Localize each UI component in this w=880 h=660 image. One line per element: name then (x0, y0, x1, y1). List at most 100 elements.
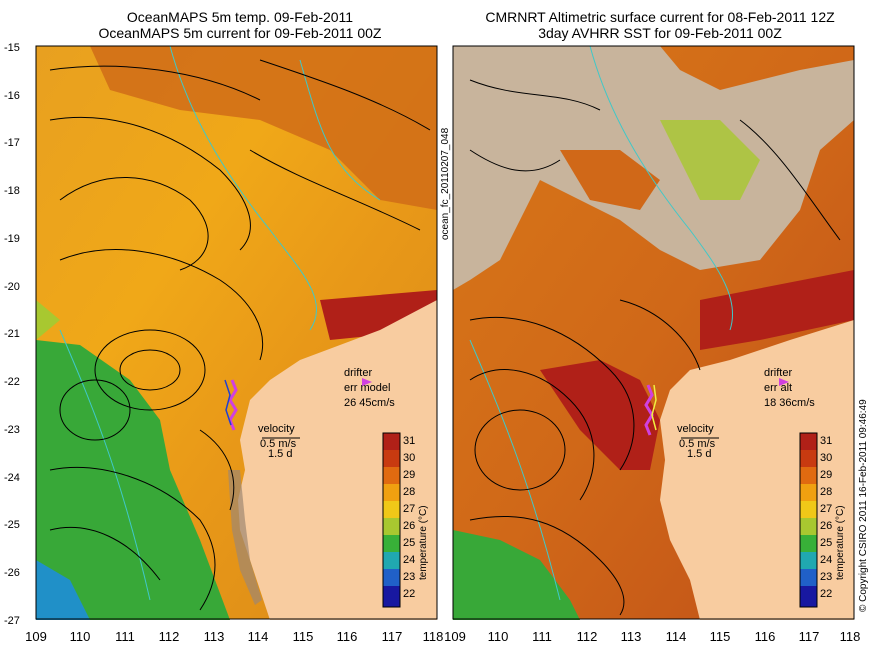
copyright-label: © Copyright CSIRO 2011 16-Feb-2011 09:46… (858, 399, 869, 612)
right-colorbar: 31 30 29 28 27 26 25 24 23 22 temperatur… (799, 432, 846, 608)
left-cool-water (36, 340, 230, 620)
right-velocity-scale: 0.5 m/s (679, 438, 716, 450)
colorbar-cell (383, 569, 400, 586)
right-hot-current (540, 360, 660, 470)
x-tick-right: 117 (799, 629, 820, 644)
left-velocity-time: 1.5 d (268, 448, 292, 460)
right-isobath-2 (469, 339, 561, 601)
left-drifter-label: drifter (344, 367, 372, 379)
right-green-patch (660, 120, 760, 200)
y-tick-left: -23 (4, 424, 20, 436)
y-tick-left: -17 (4, 137, 20, 149)
colorbar-tick: 22 (403, 588, 415, 600)
right-cloud-mask (453, 46, 854, 290)
right-err-label: err alt (764, 382, 792, 394)
x-tick-right: 116 (755, 629, 776, 644)
right-map (452, 45, 855, 620)
x-tick-left: 109 (25, 629, 47, 644)
colorbar-tick: 23 (403, 571, 415, 583)
x-tick-left: 111 (115, 629, 135, 644)
colorbar-cell (383, 586, 400, 607)
colorbar-cell (800, 552, 817, 569)
right-drifter-alt-track (651, 384, 657, 431)
colorbar-cell (800, 518, 817, 535)
x-tick-right: 109 (444, 629, 466, 644)
right-isobath-1 (589, 45, 734, 331)
left-current-streamlines (49, 59, 431, 611)
y-tick-left: -18 (4, 185, 20, 197)
y-tick-left: -20 (4, 281, 20, 293)
right-map-title: CMRNRT Altimetric surface current for 08… (450, 9, 870, 41)
left-velocity-scale: 0.5 m/s (260, 438, 297, 450)
right-title-line2: 3day AVHRR SST for 09-Feb-2011 00Z (538, 25, 782, 41)
left-err-label: err model (344, 382, 390, 394)
x-tick-right: 118 (840, 629, 861, 644)
colorbar-tick: 31 (403, 435, 415, 447)
colorbar-cell (800, 433, 817, 450)
left-map-frame (35, 45, 438, 620)
colorbar-cell (800, 501, 817, 518)
x-tick-left: 117 (382, 629, 403, 644)
y-tick-left: -27 (4, 615, 20, 627)
colorbar-cell (383, 484, 400, 501)
right-warm-patch (560, 150, 660, 210)
x-tick-right: 115 (710, 629, 731, 644)
left-drifter-model-track (224, 379, 232, 426)
x-tick-left: 113 (204, 629, 225, 644)
colorbar-frame (382, 432, 401, 608)
left-title-line1: OceanMAPS 5m temp. 09-Feb-2011 (126, 9, 354, 25)
colorbar-cell (383, 450, 400, 467)
x-tick-right: 112 (577, 629, 598, 644)
right-drifter-label: drifter (764, 367, 792, 379)
y-tick-left: -16 (4, 90, 20, 102)
x-tick-right: 114 (666, 629, 687, 644)
colorbar-frame (799, 432, 818, 608)
y-tick-left: -25 (4, 519, 20, 531)
colorbar-cell (800, 484, 817, 501)
left-cold-patch (36, 560, 90, 620)
y-tick-left: -19 (4, 233, 20, 245)
right-legend: drifter err alt 18 36cm/s velocity 0.5 m… (677, 367, 815, 460)
left-map (35, 45, 438, 620)
x-axis-labels-right: 109 110 111 112 113 114 115 116 117 118 (444, 629, 860, 644)
right-title-line1: CMRNRT Altimetric surface current for 08… (485, 9, 835, 25)
x-tick-left: 118 (423, 629, 444, 644)
x-tick-left: 114 (248, 629, 269, 644)
right-drifter-arrow-icon (779, 378, 789, 386)
left-map-title: OceanMAPS 5m temp. 09-Feb-2011 OceanMAPS… (40, 9, 440, 41)
colorbar-cell (800, 586, 817, 607)
colorbar-tick: 25 (403, 537, 415, 549)
right-cool-water (453, 530, 580, 620)
left-mid-patch (36, 300, 60, 340)
y-tick-left: -26 (4, 567, 20, 579)
left-isobath-3 (59, 329, 151, 601)
y-tick-left: -22 (4, 376, 20, 388)
colorbar-tick: 29 (820, 469, 832, 481)
left-velocity-label: velocity (258, 423, 295, 435)
colorbar-tick: 28 (820, 486, 832, 498)
left-legend: drifter err model 26 45cm/s velocity 0.5… (258, 367, 395, 460)
left-title-line2: OceanMAPS 5m current for 09-Feb-2011 00Z (98, 25, 382, 41)
colorbar-tick: 26 (403, 520, 415, 532)
left-colorbar: 31 30 29 28 27 26 25 24 23 22 temperatur… (382, 432, 429, 608)
y-axis-labels: -15 -16 -17 -18 -19 -20 -21 -22 -23 -24 … (4, 42, 20, 627)
colorbar-tick: 25 (820, 537, 832, 549)
left-bay (228, 470, 262, 605)
x-axis-labels-left: 109 110 111 112 113 114 115 116 117 118 (25, 629, 443, 644)
colorbar-tick: 31 (820, 435, 832, 447)
colorbar-tick: 29 (403, 469, 415, 481)
x-tick-left: 110 (70, 629, 91, 644)
colorbar-cell (800, 450, 817, 467)
colorbar-tick: 26 (820, 520, 832, 532)
left-warm-water (90, 46, 437, 210)
colorbar-cell (383, 535, 400, 552)
colorbar-label: temperature (°C) (835, 505, 846, 580)
colorbar-tick: 23 (820, 571, 832, 583)
x-tick-right: 110 (488, 629, 509, 644)
colorbar-cell (383, 433, 400, 450)
forecast-id-label: ocean_fc_20110207_048 (440, 127, 451, 240)
colorbar-label: temperature (°C) (418, 505, 429, 580)
right-velocity-time: 1.5 d (687, 448, 711, 460)
y-tick-left: -15 (4, 42, 20, 54)
